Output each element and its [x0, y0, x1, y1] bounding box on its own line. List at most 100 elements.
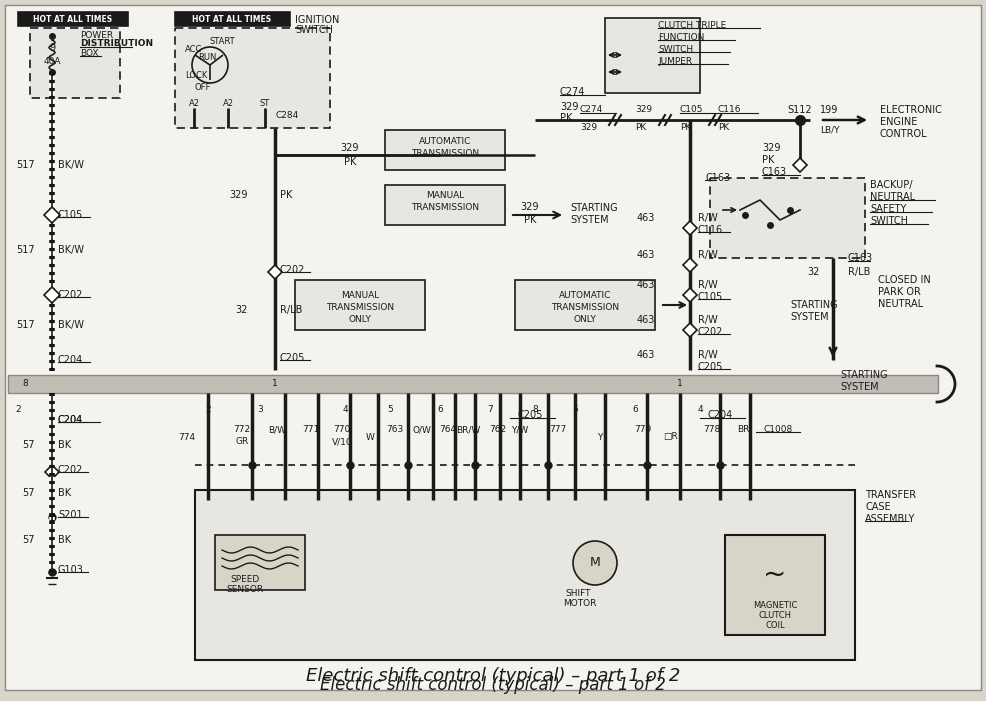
Text: C105: C105	[680, 105, 703, 114]
Text: COIL: COIL	[765, 620, 785, 629]
Bar	[175, 28, 330, 128]
Text: CONTROL: CONTROL	[880, 129, 928, 139]
Text: 1: 1	[272, 379, 278, 388]
Text: DISTRIBUTION: DISTRIBUTION	[80, 39, 153, 48]
Text: JUMPER: JUMPER	[658, 57, 692, 65]
Text: BK/W: BK/W	[58, 320, 84, 330]
Text: PK: PK	[762, 155, 774, 165]
Text: 32: 32	[808, 267, 820, 277]
Text: 199: 199	[820, 105, 838, 115]
Text: HOT AT ALL TIMES: HOT AT ALL TIMES	[34, 15, 112, 25]
Text: 9: 9	[49, 43, 55, 53]
Text: TRANSFER: TRANSFER	[865, 490, 916, 500]
Bar	[515, 280, 655, 330]
Text: MANUAL: MANUAL	[426, 191, 464, 200]
Text: SHIFT: SHIFT	[565, 589, 591, 597]
Text: A2: A2	[188, 99, 199, 107]
Text: GR: GR	[236, 437, 248, 447]
Text: C202: C202	[58, 465, 84, 475]
Text: BOX: BOX	[80, 48, 99, 57]
Text: C205: C205	[698, 362, 724, 372]
Text: 8: 8	[532, 405, 538, 414]
Text: SWITCH: SWITCH	[870, 216, 908, 226]
Text: SYSTEM: SYSTEM	[840, 382, 879, 392]
Text: 329: 329	[762, 143, 781, 153]
Text: IGNITION: IGNITION	[295, 15, 339, 25]
Text: PK: PK	[560, 113, 573, 123]
Text: 517: 517	[17, 245, 35, 255]
Text: 5: 5	[572, 405, 578, 414]
Text: 772: 772	[234, 426, 250, 435]
Bar	[385, 130, 505, 170]
Text: C204: C204	[707, 410, 733, 420]
Text: C163: C163	[705, 173, 730, 183]
Text: AUTOMATIC: AUTOMATIC	[559, 290, 611, 299]
Text: C105: C105	[698, 292, 724, 302]
Text: AUTOMATIC: AUTOMATIC	[419, 137, 471, 146]
Text: ACC: ACC	[185, 46, 202, 55]
Text: BK: BK	[58, 440, 71, 450]
Text: 3: 3	[257, 405, 263, 414]
Text: R/W: R/W	[698, 250, 718, 260]
Text: TRANSMISSION: TRANSMISSION	[326, 303, 394, 311]
Text: PK: PK	[635, 123, 646, 132]
Text: A2: A2	[223, 99, 234, 107]
Text: CLUTCH TRIPLE: CLUTCH TRIPLE	[658, 20, 727, 29]
Text: CASE: CASE	[865, 502, 890, 512]
Text: 763: 763	[387, 426, 403, 435]
Text: 764: 764	[440, 426, 457, 435]
Text: R/W: R/W	[698, 280, 718, 290]
Text: SWITCH: SWITCH	[658, 44, 693, 53]
Text: 329: 329	[341, 143, 359, 153]
Text: C202: C202	[280, 265, 306, 275]
Text: LB/Y: LB/Y	[820, 125, 839, 135]
Text: PK: PK	[680, 123, 691, 132]
Text: 463: 463	[637, 280, 655, 290]
Text: STARTING: STARTING	[790, 300, 838, 310]
Bar	[8, 375, 938, 393]
Text: 4: 4	[697, 405, 703, 414]
Text: 1: 1	[677, 379, 683, 388]
Text: 40A: 40A	[43, 57, 61, 67]
Text: R/W: R/W	[698, 213, 718, 223]
Text: ASSEMBLY: ASSEMBLY	[865, 514, 915, 524]
Text: SAFETY: SAFETY	[870, 204, 906, 214]
Text: SPEED: SPEED	[231, 576, 259, 585]
Text: NEUTRAL: NEUTRAL	[870, 192, 915, 202]
Bar	[195, 490, 855, 660]
Text: FUNCTION: FUNCTION	[658, 32, 704, 41]
Text: C274: C274	[580, 105, 603, 114]
Text: C205: C205	[280, 353, 306, 363]
Text: BK/W: BK/W	[58, 160, 84, 170]
Bar	[295, 280, 425, 330]
Text: BR/W: BR/W	[456, 426, 480, 435]
Text: SENSOR: SENSOR	[227, 585, 263, 594]
Text: R/LB: R/LB	[280, 305, 303, 315]
Text: 4: 4	[342, 405, 348, 414]
Text: C1008: C1008	[763, 426, 792, 435]
Text: ONLY: ONLY	[349, 315, 372, 323]
Text: 6: 6	[437, 405, 443, 414]
Text: BACKUP/: BACKUP/	[870, 180, 912, 190]
Text: 2: 2	[205, 405, 211, 414]
Text: 762: 762	[489, 426, 507, 435]
Text: HOT AT ALL TIMES: HOT AT ALL TIMES	[192, 15, 271, 25]
Text: C204: C204	[58, 415, 83, 425]
Text: □R: □R	[663, 433, 677, 442]
Text: MOTOR: MOTOR	[563, 599, 597, 608]
Text: 463: 463	[637, 315, 655, 325]
Text: NEUTRAL: NEUTRAL	[878, 299, 923, 309]
Text: ST: ST	[260, 99, 270, 107]
Bar	[725, 535, 825, 635]
Text: 6: 6	[632, 405, 638, 414]
Text: BR: BR	[737, 426, 749, 435]
Text: 57: 57	[23, 535, 35, 545]
Text: PK: PK	[280, 190, 293, 200]
Text: LOCK: LOCK	[185, 71, 207, 79]
Text: C163: C163	[848, 253, 874, 263]
Text: BK/W: BK/W	[58, 245, 84, 255]
Text: 463: 463	[637, 350, 655, 360]
Text: OFF: OFF	[195, 83, 211, 93]
Text: TRANSMISSION: TRANSMISSION	[411, 149, 479, 158]
Circle shape	[192, 47, 228, 83]
